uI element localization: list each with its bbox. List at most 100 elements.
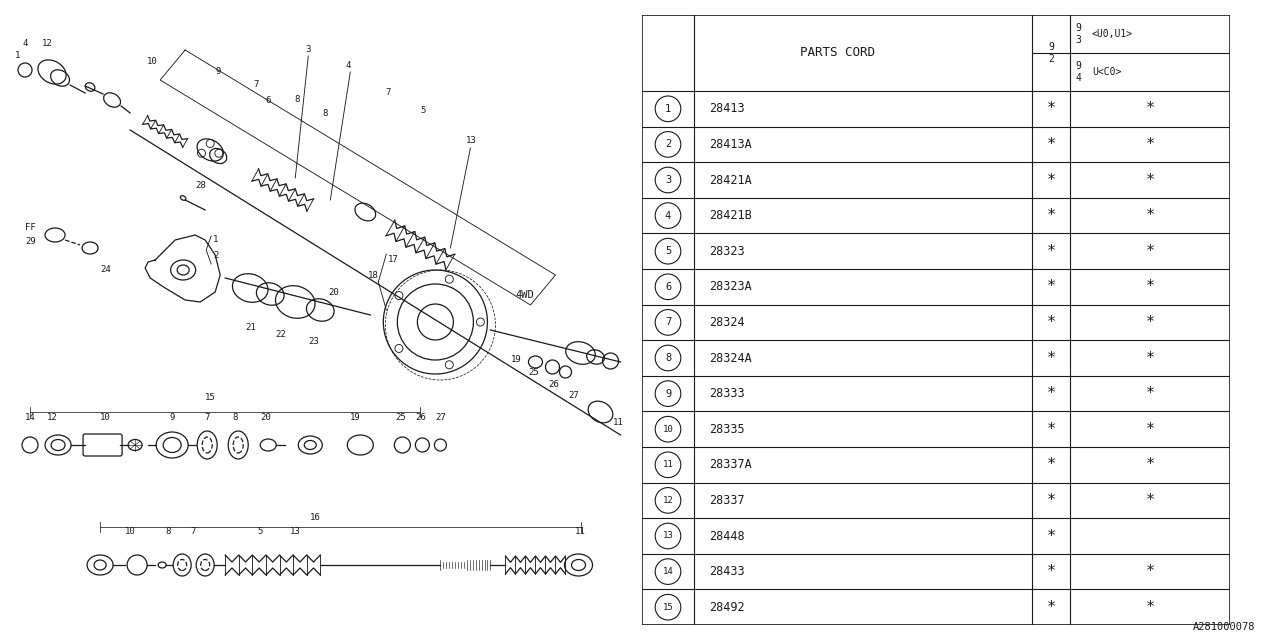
Text: 28448: 28448 xyxy=(709,529,745,543)
Text: 28492: 28492 xyxy=(709,601,745,614)
Text: *: * xyxy=(1047,386,1056,401)
Text: 7: 7 xyxy=(664,317,671,328)
Text: 13: 13 xyxy=(466,136,476,145)
Text: 28323: 28323 xyxy=(709,244,745,258)
Text: *: * xyxy=(1146,386,1155,401)
Text: 18: 18 xyxy=(369,271,379,280)
Text: 7: 7 xyxy=(191,527,196,536)
Text: 8: 8 xyxy=(294,95,300,104)
Text: 10: 10 xyxy=(663,425,673,434)
Text: 28335: 28335 xyxy=(709,422,745,436)
Text: 11: 11 xyxy=(613,418,623,427)
Text: 15: 15 xyxy=(205,393,216,402)
Text: 15: 15 xyxy=(663,603,673,612)
Text: 1: 1 xyxy=(664,104,671,114)
Text: *: * xyxy=(1146,458,1155,472)
Text: 17: 17 xyxy=(388,255,399,264)
Text: 22: 22 xyxy=(275,330,285,339)
Text: 13: 13 xyxy=(289,527,301,536)
Text: 8: 8 xyxy=(233,413,238,422)
Text: 7: 7 xyxy=(385,88,390,97)
Text: 8: 8 xyxy=(165,527,170,536)
Text: *: * xyxy=(1047,351,1056,365)
Text: *: * xyxy=(1047,493,1056,508)
Text: 28337A: 28337A xyxy=(709,458,751,471)
Text: *: * xyxy=(1146,315,1155,330)
Text: 5: 5 xyxy=(664,246,671,256)
Text: *: * xyxy=(1146,351,1155,365)
Text: 14: 14 xyxy=(663,567,673,576)
Text: 28413A: 28413A xyxy=(709,138,751,151)
Text: 27: 27 xyxy=(435,413,447,422)
Text: 9: 9 xyxy=(664,388,671,399)
Text: *: * xyxy=(1047,422,1056,436)
Text: 12: 12 xyxy=(663,496,673,505)
Text: *: * xyxy=(1047,173,1056,188)
Text: 2: 2 xyxy=(664,140,671,149)
Text: 2: 2 xyxy=(214,251,219,260)
Text: 6: 6 xyxy=(265,96,270,105)
Text: 12: 12 xyxy=(46,413,58,422)
Text: 20: 20 xyxy=(328,288,339,297)
Text: 7: 7 xyxy=(205,413,210,422)
Text: 28433: 28433 xyxy=(709,565,745,578)
Text: 25: 25 xyxy=(529,368,539,377)
Text: *: * xyxy=(1047,458,1056,472)
Text: 21: 21 xyxy=(246,323,256,332)
Text: 8: 8 xyxy=(323,109,328,118)
Text: 28333: 28333 xyxy=(709,387,745,400)
Text: 11: 11 xyxy=(575,527,586,536)
Text: 12: 12 xyxy=(42,39,52,48)
Text: 28: 28 xyxy=(195,181,206,190)
Text: *: * xyxy=(1146,173,1155,188)
Text: 26: 26 xyxy=(548,380,559,389)
Text: PARTS CORD: PARTS CORD xyxy=(800,47,874,60)
Text: 3: 3 xyxy=(305,45,311,54)
Text: 10: 10 xyxy=(124,527,136,536)
Text: *: * xyxy=(1146,600,1155,614)
Text: FF: FF xyxy=(26,223,36,232)
Text: 10: 10 xyxy=(100,413,110,422)
Text: 9
4: 9 4 xyxy=(1075,61,1080,83)
Text: *: * xyxy=(1047,529,1056,543)
Text: *: * xyxy=(1047,208,1056,223)
Text: 28337: 28337 xyxy=(709,494,745,507)
Text: 4: 4 xyxy=(346,61,351,70)
Text: 28324: 28324 xyxy=(709,316,745,329)
Text: *: * xyxy=(1146,101,1155,116)
Text: *: * xyxy=(1146,279,1155,294)
Text: 13: 13 xyxy=(663,531,673,541)
Text: 4: 4 xyxy=(22,39,27,48)
Text: 7: 7 xyxy=(253,80,259,89)
Text: *: * xyxy=(1146,493,1155,508)
Text: 8: 8 xyxy=(664,353,671,363)
Text: A281000078: A281000078 xyxy=(1193,622,1254,632)
Text: 25: 25 xyxy=(396,413,406,422)
Text: 9: 9 xyxy=(215,67,220,76)
Text: <U0,U1>: <U0,U1> xyxy=(1092,29,1133,39)
Text: 1: 1 xyxy=(15,51,20,60)
Text: 1: 1 xyxy=(214,235,219,244)
Text: 28421B: 28421B xyxy=(709,209,751,222)
Text: 28324A: 28324A xyxy=(709,351,751,365)
Text: *: * xyxy=(1047,600,1056,614)
Text: *: * xyxy=(1146,564,1155,579)
Text: *: * xyxy=(1047,137,1056,152)
Text: 24: 24 xyxy=(100,265,111,274)
Text: 9
3: 9 3 xyxy=(1075,23,1080,45)
Text: *: * xyxy=(1047,244,1056,259)
Text: *: * xyxy=(1146,208,1155,223)
Text: 19: 19 xyxy=(511,355,521,364)
Text: 10: 10 xyxy=(147,57,157,66)
Text: 6: 6 xyxy=(664,282,671,292)
Text: 9
2: 9 2 xyxy=(1048,42,1053,64)
Text: 29: 29 xyxy=(26,237,36,246)
Text: *: * xyxy=(1047,279,1056,294)
Text: 5: 5 xyxy=(420,106,426,115)
Text: 20: 20 xyxy=(260,413,270,422)
Text: 4: 4 xyxy=(664,211,671,221)
Text: *: * xyxy=(1146,422,1155,436)
Text: 16: 16 xyxy=(310,513,321,522)
Text: 28413: 28413 xyxy=(709,102,745,115)
Text: 9: 9 xyxy=(169,413,175,422)
